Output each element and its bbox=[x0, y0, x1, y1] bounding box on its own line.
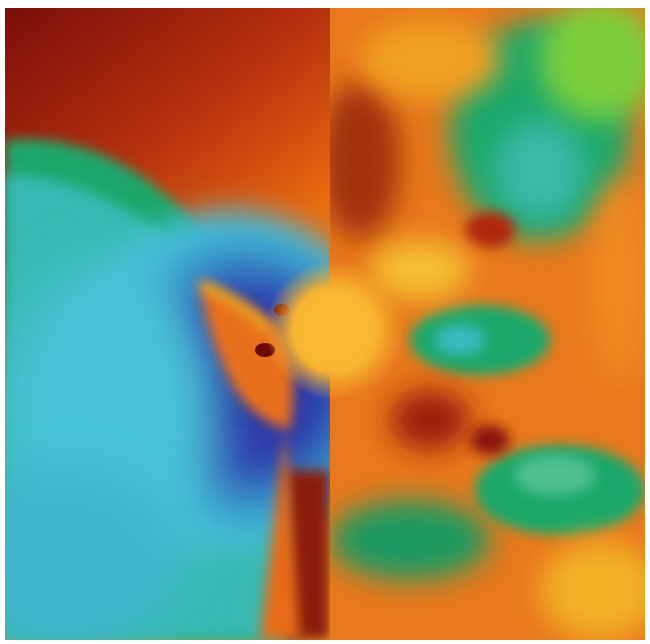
dark-region bbox=[390, 390, 470, 450]
core bbox=[295, 290, 375, 370]
dark-region bbox=[320, 80, 400, 240]
green-patch bbox=[330, 500, 490, 580]
simulation-image bbox=[0, 0, 650, 644]
dark-spot bbox=[470, 425, 510, 455]
image-frame bbox=[0, 0, 650, 644]
yellow-patch bbox=[360, 20, 500, 100]
teal-patch bbox=[435, 325, 485, 355]
teal-patch bbox=[515, 455, 595, 495]
orange-patch bbox=[590, 180, 650, 380]
page bbox=[0, 0, 650, 644]
teal-patch bbox=[495, 120, 585, 220]
dark-spot bbox=[465, 212, 515, 248]
